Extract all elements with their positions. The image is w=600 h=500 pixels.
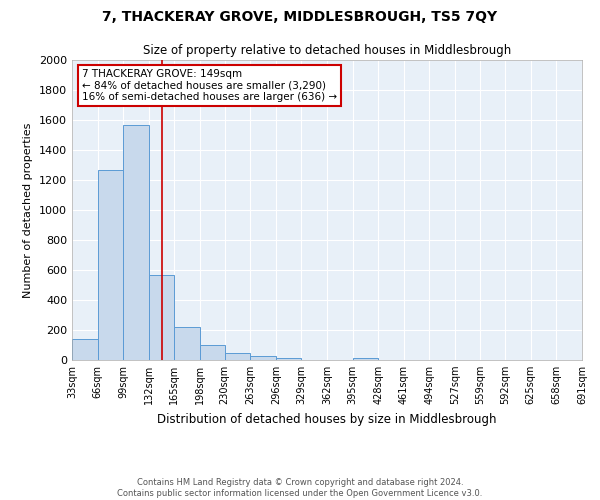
- Text: Contains HM Land Registry data © Crown copyright and database right 2024.
Contai: Contains HM Land Registry data © Crown c…: [118, 478, 482, 498]
- Bar: [98, 170, 123, 360]
- Bar: [276, 358, 301, 360]
- Bar: [175, 327, 200, 360]
- Bar: [72, 339, 98, 360]
- Text: 7, THACKERAY GROVE, MIDDLESBROUGH, TS5 7QY: 7, THACKERAY GROVE, MIDDLESBROUGH, TS5 7…: [103, 10, 497, 24]
- Text: 7 THACKERAY GROVE: 149sqm
← 84% of detached houses are smaller (3,290)
16% of se: 7 THACKERAY GROVE: 149sqm ← 84% of detac…: [82, 69, 337, 102]
- X-axis label: Distribution of detached houses by size in Middlesbrough: Distribution of detached houses by size …: [157, 412, 497, 426]
- Bar: [224, 352, 250, 360]
- Bar: [250, 356, 276, 360]
- Bar: [200, 345, 226, 360]
- Bar: [149, 274, 175, 360]
- Bar: [353, 358, 378, 360]
- Title: Size of property relative to detached houses in Middlesbrough: Size of property relative to detached ho…: [143, 44, 511, 58]
- Y-axis label: Number of detached properties: Number of detached properties: [23, 122, 34, 298]
- Bar: [123, 124, 149, 360]
